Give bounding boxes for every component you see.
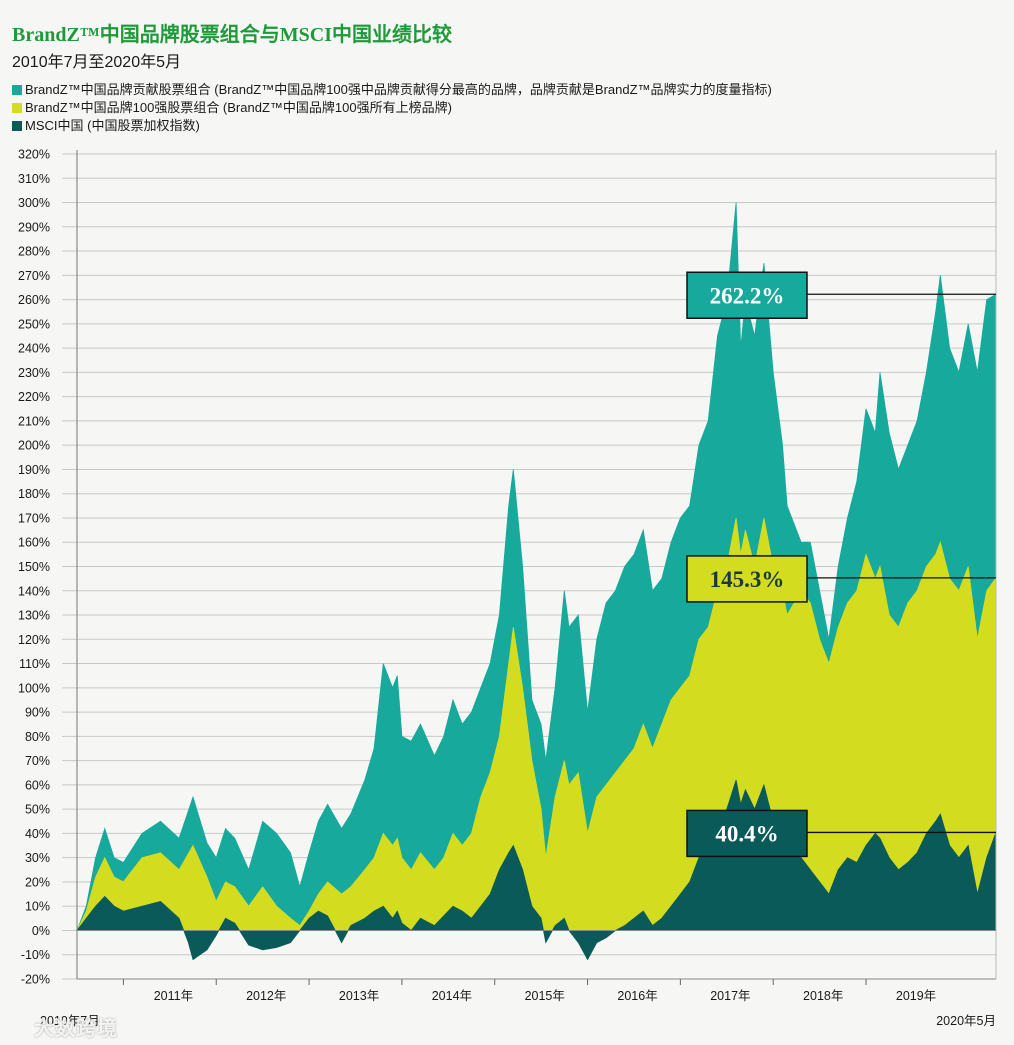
watermark: 大数跨境 <box>34 1018 118 1040</box>
y-tick-label: 0% <box>32 924 50 938</box>
y-tick-label: 310% <box>18 172 50 186</box>
y-tick-label: -20% <box>21 973 50 987</box>
y-tick-label: 30% <box>25 851 50 865</box>
area-series <box>76 202 997 961</box>
legend-item-brand-contribution: BrandZ™中国品牌贡献股票组合 (BrandZ™中国品牌100强中品牌贡献得… <box>12 81 772 99</box>
y-tick-label: 60% <box>25 778 50 792</box>
y-tick-label: 110% <box>19 657 50 671</box>
x-tick-label: 2014年 <box>432 989 472 1003</box>
legend-item-top100: BrandZ™中国品牌100强股票组合 (BrandZ™中国品牌100强所有上榜… <box>12 99 772 117</box>
y-tick-label: 120% <box>18 633 50 647</box>
y-tick-label: 220% <box>18 390 50 404</box>
y-tick-label: 230% <box>18 366 50 380</box>
chart-title: BrandZ™中国品牌股票组合与MSCI中国业绩比较 <box>12 24 453 46</box>
x-tick-label: 2012年 <box>246 989 286 1003</box>
callout-label: 40.4% <box>715 821 778 846</box>
x-tick-label: 2019年 <box>896 989 936 1003</box>
y-tick-label: 320% <box>18 148 50 162</box>
y-tick-label: 250% <box>18 317 50 331</box>
y-tick-label: 100% <box>18 681 50 695</box>
legend-swatch-msci <box>12 121 22 131</box>
x-tick-label: 2011年 <box>154 989 193 1003</box>
y-tick-label: 260% <box>18 293 50 307</box>
y-tick-label: 240% <box>18 342 50 356</box>
axes: -20% -10% 0% 10% 20% 30% 40% 50% 60% 70% 80% 90% 100… <box>18 148 997 1028</box>
y-tick-label: 80% <box>25 730 50 744</box>
x-start-label: 2010年7月 <box>40 1014 100 1028</box>
y-tick-label: 170% <box>18 511 50 525</box>
y-tick-label: 130% <box>18 609 50 623</box>
callout-box <box>686 809 808 858</box>
legend-swatch-brand-contribution <box>12 85 22 95</box>
callout-label: 262.2% <box>710 283 785 308</box>
callout-box <box>686 555 808 603</box>
legend-label-top100: BrandZ™中国品牌100强股票组合 (BrandZ™中国品牌100强所有上榜… <box>25 100 452 115</box>
y-tick-label: 70% <box>25 754 50 768</box>
x-tick-label: 2015年 <box>525 989 565 1003</box>
y-tick-label: 10% <box>25 900 50 914</box>
y-tick-label: 290% <box>18 220 50 234</box>
legend-swatch-top100 <box>12 103 22 113</box>
chart-subtitle: 2010年7月至2020年5月 <box>12 54 181 71</box>
y-tick-label: 140% <box>18 584 50 598</box>
y-tick-label: 180% <box>18 487 50 501</box>
legend-item-msci: MSCI中国 (中国股票加权指数) <box>12 117 772 135</box>
y-tick-label: 190% <box>18 463 50 477</box>
x-tick-label: 2018年 <box>803 989 843 1003</box>
y-tick-label: 210% <box>18 414 50 428</box>
y-tick-label: 280% <box>18 245 50 259</box>
callouts: 262.2% 145.3% 40.4% <box>686 271 996 858</box>
y-tick-label: 150% <box>18 560 50 574</box>
y-tick-label: 40% <box>25 827 50 841</box>
y-tick-label: 300% <box>18 196 50 210</box>
legend-label-msci: MSCI中国 (中国股票加权指数) <box>25 118 200 133</box>
y-tick-label: 160% <box>18 536 50 550</box>
y-tick-label: 270% <box>18 269 50 283</box>
y-tick-label: 20% <box>25 875 50 889</box>
callout-label: 145.3% <box>710 567 785 592</box>
x-tick-label: 2016年 <box>617 989 657 1003</box>
legend: BrandZ™中国品牌贡献股票组合 (BrandZ™中国品牌100强中品牌贡献得… <box>12 81 772 135</box>
x-end-label: 2020年5月 <box>936 1014 996 1028</box>
x-tick-label: 2013年 <box>339 989 379 1003</box>
y-tick-label: 200% <box>18 439 50 453</box>
legend-label-brand-contribution: BrandZ™中国品牌贡献股票组合 (BrandZ™中国品牌100强中品牌贡献得… <box>25 82 772 97</box>
callout-box <box>686 271 808 319</box>
y-tick-label: 50% <box>25 803 50 817</box>
x-tick-label: 2017年 <box>710 989 750 1003</box>
y-tick-label: -10% <box>21 948 50 962</box>
y-tick-label: 90% <box>25 706 50 720</box>
